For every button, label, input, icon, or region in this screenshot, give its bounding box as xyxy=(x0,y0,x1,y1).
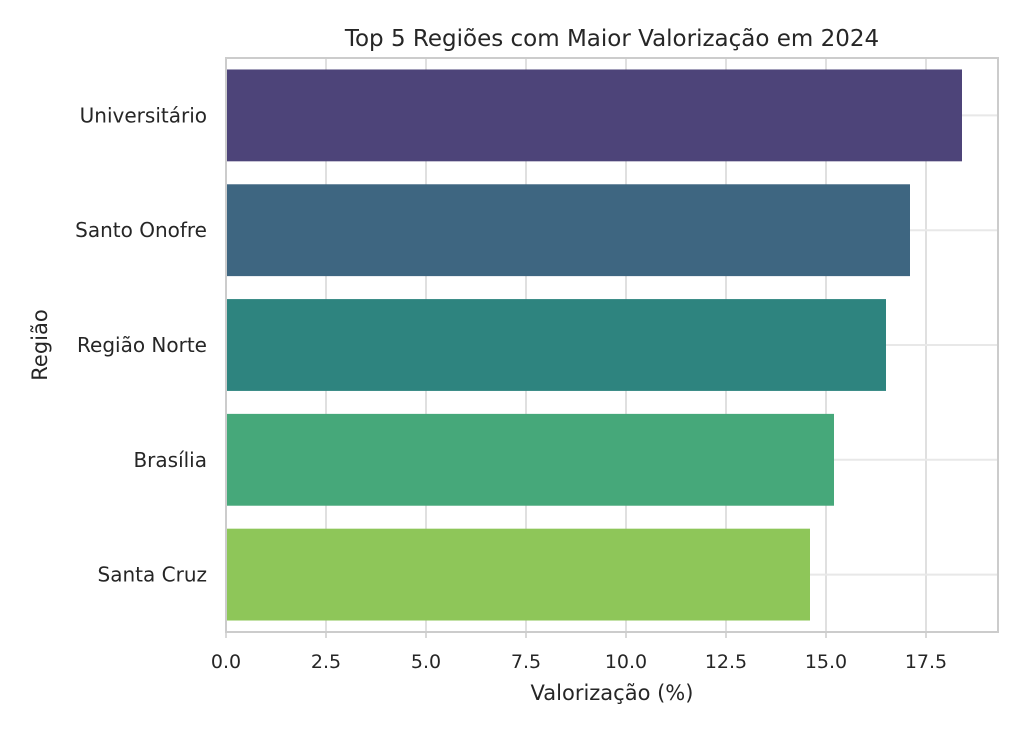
bar xyxy=(226,528,810,621)
x-tick-labels: 0.0 2.5 5.0 7.5 10.0 12.5 15.0 17.5 xyxy=(211,651,947,673)
x-tick-label: 15.0 xyxy=(805,651,847,673)
x-tick-label: 17.5 xyxy=(905,651,947,673)
y-tick-label: Região Norte xyxy=(77,333,207,357)
chart-title: Top 5 Regiões com Maior Valorização em 2… xyxy=(344,26,879,52)
x-axis-label: Valorização (%) xyxy=(531,681,694,705)
bar xyxy=(226,413,834,506)
x-tick-label: 10.0 xyxy=(605,651,647,673)
bars xyxy=(226,69,962,621)
y-tick-label: Universitário xyxy=(80,103,207,127)
x-tick-label: 0.0 xyxy=(211,651,241,673)
y-tick-label: Santo Onofre xyxy=(75,218,207,242)
bar xyxy=(226,69,962,162)
bar xyxy=(226,184,910,277)
y-tick-label: Santa Cruz xyxy=(98,563,207,587)
x-tick-label: 7.5 xyxy=(511,651,541,673)
y-tick-label: Brasília xyxy=(133,448,207,472)
bar xyxy=(226,299,886,391)
plot-frame xyxy=(225,57,999,633)
y-axis-label: Região xyxy=(28,309,52,380)
y-tick-labels: Universitário Santo Onofre Região Norte Bra… xyxy=(75,103,207,586)
x-tick-label: 5.0 xyxy=(411,651,441,673)
x-tick-label: 2.5 xyxy=(311,651,341,673)
x-tick-label: 12.5 xyxy=(705,651,747,673)
